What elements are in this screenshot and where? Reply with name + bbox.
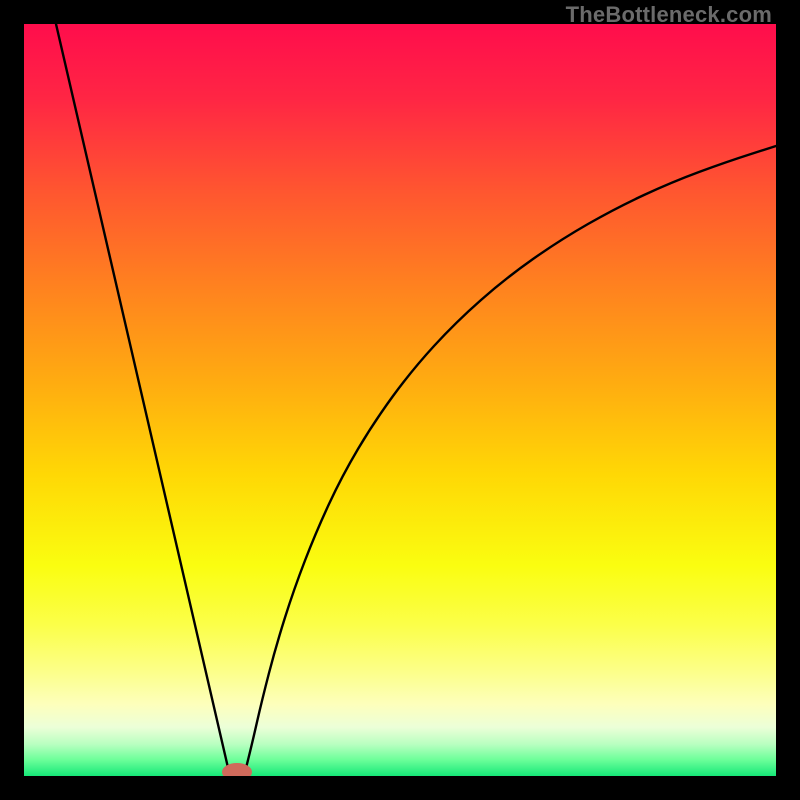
watermark-text: TheBottleneck.com bbox=[566, 2, 772, 28]
gradient-background bbox=[24, 24, 776, 776]
plot-area bbox=[24, 24, 776, 776]
plot-svg bbox=[24, 24, 776, 776]
